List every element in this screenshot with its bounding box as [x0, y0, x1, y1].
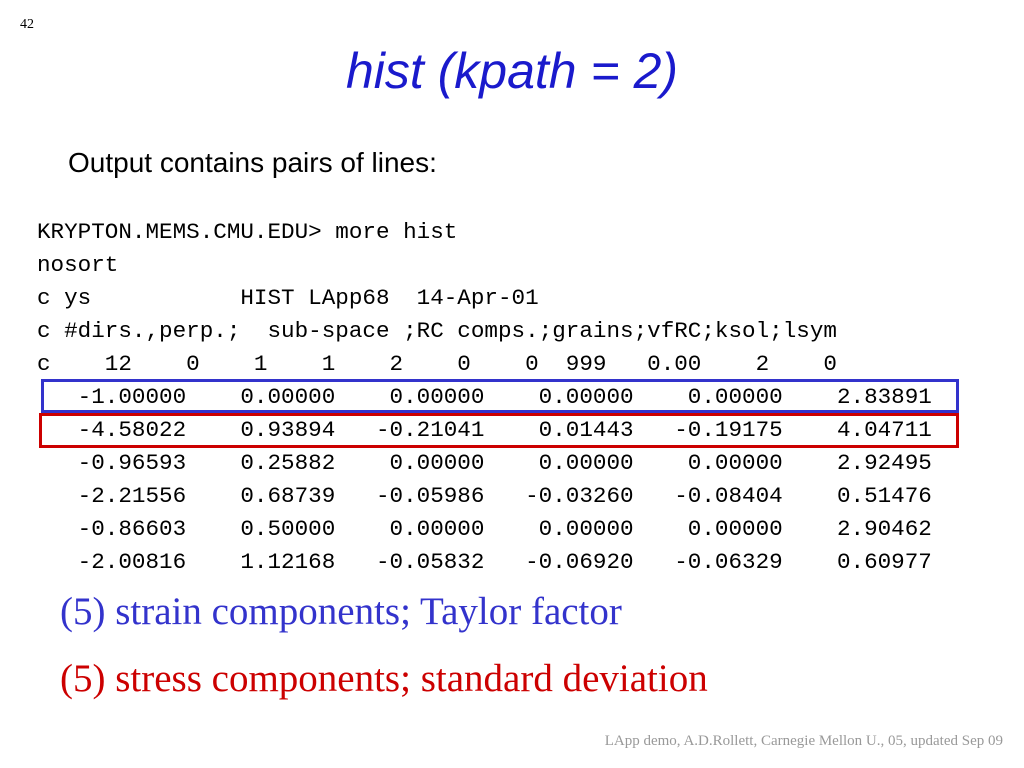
code-line: -4.58022 0.93894 -0.21041 0.01443 -0.191…	[37, 417, 932, 443]
code-line: c ys HIST LApp68 14-Apr-01	[37, 285, 539, 311]
code-line: nosort	[37, 252, 119, 278]
code-line: c 12 0 1 1 2 0 0 999 0.00 2 0	[37, 351, 837, 377]
code-line: KRYPTON.MEMS.CMU.EDU> more hist	[37, 219, 458, 245]
code-line: -2.21556 0.68739 -0.05986 -0.03260 -0.08…	[37, 483, 932, 509]
code-block: KRYPTON.MEMS.CMU.EDU> more hist nosort c y…	[37, 221, 932, 584]
code-line: -0.86603 0.50000 0.00000 0.00000 0.00000…	[37, 516, 932, 542]
code-line: c #dirs.,perp.; sub-space ;RC comps.;gra…	[37, 318, 837, 344]
strain-highlight	[41, 379, 959, 413]
caption: (5) stress components; standard deviatio…	[60, 657, 708, 700]
footer: LApp demo, A.D.Rollett, Carnegie Mellon …	[604, 733, 1003, 749]
code-line: -0.96593 0.25882 0.00000 0.00000 0.00000…	[37, 450, 932, 476]
code-line: -1.00000 0.00000 0.00000 0.00000 0.00000…	[37, 384, 932, 410]
slide-number: 42	[20, 17, 34, 32]
subtitle: Output contains pairs of lines:	[68, 147, 437, 178]
title: hist (kpath = 2)	[345, 43, 679, 99]
code-line: -2.00816 1.12168 -0.05832 -0.06920 -0.06…	[37, 549, 932, 575]
stress-highlight	[39, 413, 959, 448]
caption: (5) strain components; Taylor factor	[60, 590, 622, 633]
